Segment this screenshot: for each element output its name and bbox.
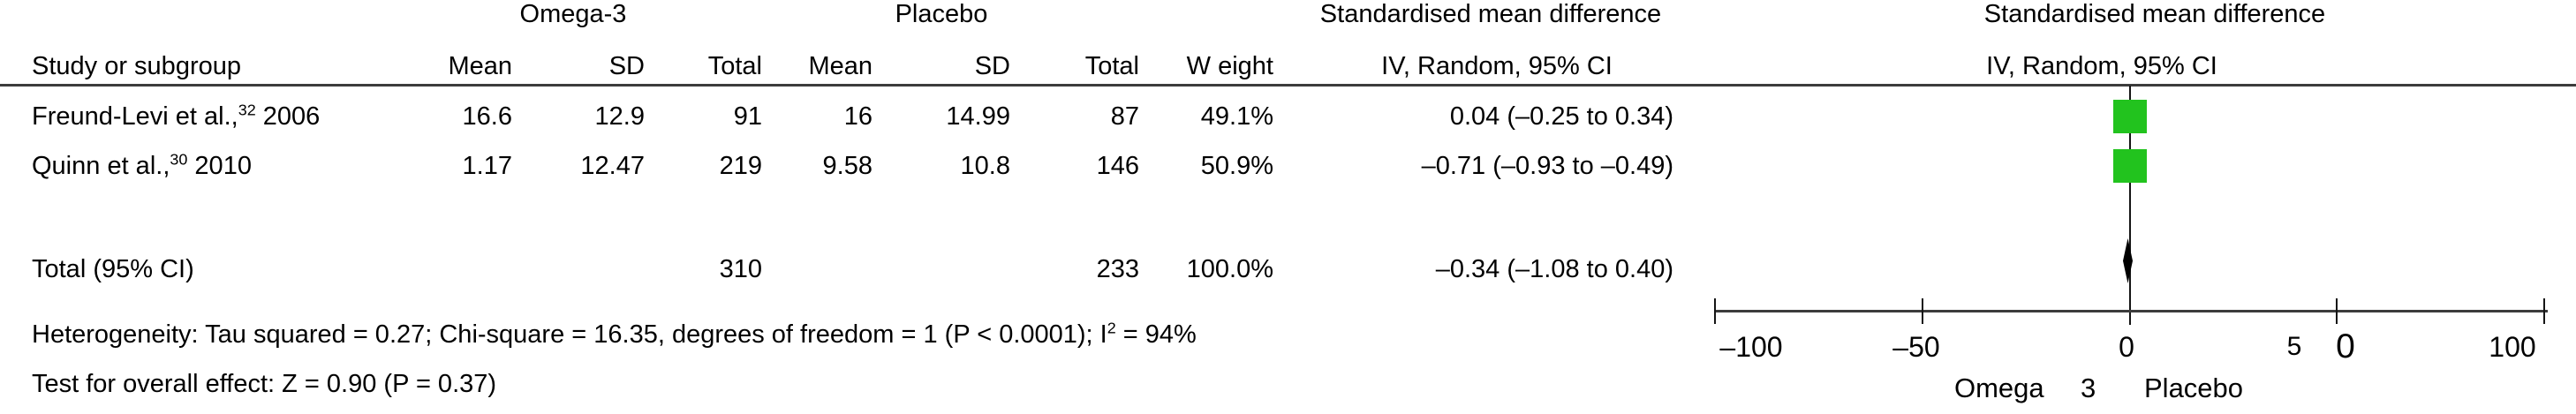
axis-tick-label-50-digit0: 0: [2336, 327, 2355, 365]
study-name: Quinn et al.,30 2010: [32, 151, 526, 181]
total-row-label: Total (95% CI): [32, 255, 194, 283]
smd-header-left: Standardised mean difference: [1319, 0, 1662, 28]
cell-ci-text: 0.04 (–0.25 to 0.34): [1449, 102, 1673, 131]
x-axis-line: [1715, 310, 2548, 312]
axis-tick-label: –50: [1892, 331, 1940, 363]
favours-right-label: Placebo: [2144, 373, 2244, 403]
column-header-mean-omega3: Mean: [448, 52, 512, 80]
favours-left-number: 3: [2081, 373, 2096, 403]
column-header-total-placebo: Total: [1084, 52, 1139, 80]
cell-mean-omega3: 1.17: [462, 152, 512, 180]
study-year-text: 2006: [255, 102, 321, 131]
axis-tick-label: 100: [2489, 331, 2536, 363]
study-name-text: Quinn et al.,: [32, 152, 170, 180]
cell-sd-placebo: 10.8: [960, 152, 1010, 180]
cell-total-omega3: 219: [719, 152, 762, 180]
heterogeneity-text: Heterogeneity: Tau squared = 0.27; Chi-s…: [32, 320, 1107, 349]
cell-ci-text: –0.71 (–0.93 to –0.49): [1421, 152, 1673, 180]
axis-tick-label: 0: [2119, 331, 2134, 363]
pooled-effect-diamond: [2123, 238, 2133, 283]
cell-mean-placebo: 16: [843, 102, 873, 131]
column-header-sd-placebo: SD: [974, 52, 1010, 80]
study-reference-superscript: 30: [170, 150, 188, 169]
cell-weight: 50.9%: [1200, 152, 1273, 180]
cell-total-placebo: 87: [1110, 102, 1139, 131]
header-divider-line: [0, 84, 2576, 87]
cell-sd-placebo: 14.99: [946, 102, 1010, 131]
cell-total-omega3: 91: [733, 102, 762, 131]
column-header-weight: W eight: [1186, 52, 1273, 80]
cell-sd-omega3: 12.9: [594, 102, 645, 131]
cell-weight: 49.1%: [1200, 102, 1273, 131]
study-name: Freund-Levi et al.,32 2006: [32, 102, 526, 132]
cell-total-placebo: 146: [1096, 152, 1139, 180]
total-omega3-n: 310: [719, 255, 762, 283]
column-header-study: Study or subgroup: [32, 52, 241, 80]
axis-tick: [2336, 298, 2338, 324]
overall-effect-note: Test for overall effect: Z = 0.90 (P = 0…: [32, 370, 497, 398]
axis-tick: [1922, 298, 1923, 324]
smd-header-right: Standardised mean difference: [1983, 0, 2326, 28]
total-placebo-n: 233: [1096, 255, 1139, 283]
zero-reference-line: [2129, 86, 2131, 325]
total-ci-text: –0.34 (–1.08 to 0.40): [1435, 255, 1673, 283]
axis-tick: [2543, 298, 2545, 324]
axis-tick: [1714, 298, 1716, 324]
axis-tick-label-50-digit5: 5: [2286, 332, 2302, 361]
study-marker-square: [2113, 100, 2147, 133]
favours-left-label: Omega: [1954, 373, 2044, 403]
column-header-ci-left: IV, Random, 95% CI: [1381, 52, 1613, 80]
i-squared-superscript: 2: [1107, 319, 1116, 337]
column-header-sd-omega3: SD: [608, 52, 645, 80]
column-header-mean-placebo: Mean: [808, 52, 873, 80]
column-header-total-omega3: Total: [707, 52, 762, 80]
i-squared-value: = 94%: [1115, 320, 1197, 349]
study-year-text: 2010: [187, 152, 252, 180]
heterogeneity-note: Heterogeneity: Tau squared = 0.27; Chi-s…: [32, 320, 1666, 350]
study-reference-superscript: 32: [238, 101, 256, 119]
group-header-placebo: Placebo: [895, 0, 988, 28]
study-name-text: Freund-Levi et al.,: [32, 102, 238, 131]
cell-sd-omega3: 12.47: [580, 152, 645, 180]
cell-mean-omega3: 16.6: [462, 102, 512, 131]
group-header-omega3: Omega-3: [519, 0, 627, 28]
axis-tick-label: –100: [1719, 331, 1783, 363]
total-weight: 100.0%: [1186, 255, 1273, 283]
study-marker-square: [2113, 149, 2147, 183]
column-header-ci-right: IV, Random, 95% CI: [1986, 52, 2217, 80]
cell-mean-placebo: 9.58: [822, 152, 873, 180]
